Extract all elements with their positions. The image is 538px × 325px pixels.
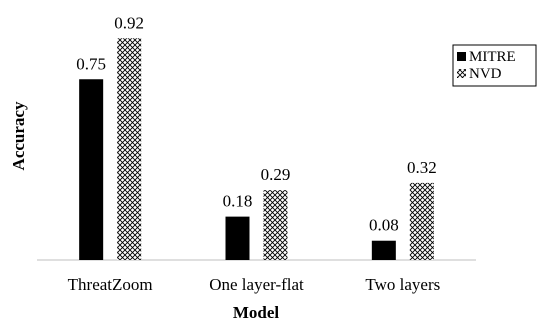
value-label-mitre-3: 0.08 <box>369 216 399 235</box>
bar-nvd-3 <box>409 182 434 260</box>
value-label-nvd-1: 0.92 <box>114 13 144 32</box>
legend-box <box>452 44 537 87</box>
x-tick-label-3: Two layers <box>365 275 440 294</box>
legend-swatch-mitre <box>457 52 466 61</box>
bars-group <box>79 38 434 260</box>
bar-mitre-2 <box>225 216 250 260</box>
value-label-mitre-2: 0.18 <box>223 192 253 211</box>
legend-label-mitre: MITRE <box>469 49 516 65</box>
value-label-nvd-2: 0.29 <box>261 165 291 184</box>
value-label-mitre-1: 0.75 <box>76 54 106 73</box>
x-tick-labels: ThreatZoom One layer-flat Two layers <box>68 275 441 294</box>
x-tick-label-2: One layer-flat <box>209 275 304 294</box>
bar-nvd-1 <box>117 38 142 260</box>
bar-mitre-1 <box>79 79 104 260</box>
legend-label-nvd: NVD <box>469 66 502 82</box>
value-label-nvd-3: 0.32 <box>407 158 437 177</box>
value-labels-group: 0.75 0.92 0.18 0.29 0.08 0.32 <box>76 13 436 234</box>
x-axis-title: Model <box>233 303 280 322</box>
legend-swatch-nvd <box>457 69 466 78</box>
bar-nvd-2 <box>263 190 288 260</box>
bar-mitre-3 <box>371 240 396 260</box>
x-tick-label-1: ThreatZoom <box>68 275 153 294</box>
y-axis-title: Accuracy <box>9 101 28 170</box>
